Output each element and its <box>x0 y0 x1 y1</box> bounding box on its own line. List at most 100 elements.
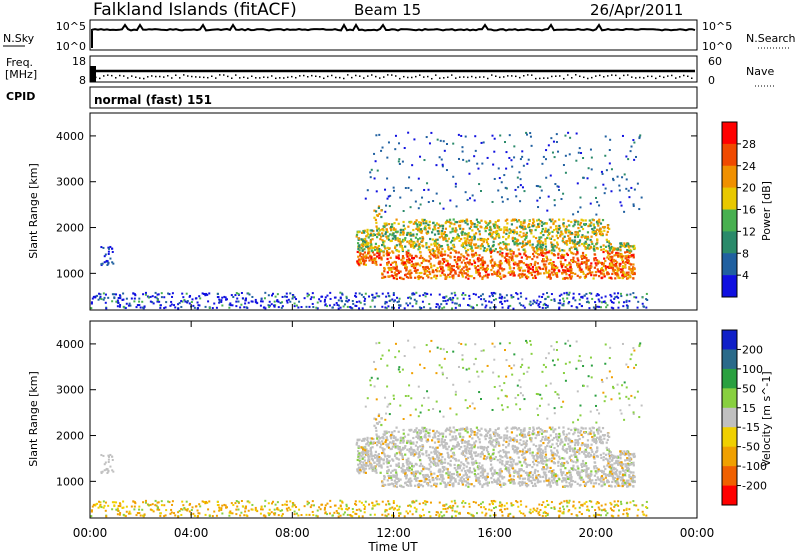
radar-cell <box>505 440 508 443</box>
radar-cell <box>181 292 184 295</box>
nave-point <box>639 76 641 79</box>
radar-cell <box>177 511 180 514</box>
radar-cell <box>632 268 635 271</box>
radar-cell <box>506 229 509 232</box>
radar-cell <box>535 478 538 481</box>
radar-cell <box>533 509 536 512</box>
nave-point <box>679 76 681 78</box>
radar-cell <box>510 223 514 226</box>
radar-cell <box>506 198 509 201</box>
radar-cell <box>448 433 452 436</box>
radar-cell <box>549 434 552 437</box>
radar-cell <box>468 505 471 508</box>
radar-cell <box>386 445 390 448</box>
radar-cell <box>446 262 450 265</box>
radar-cell <box>441 266 444 269</box>
radar-cell <box>357 258 361 261</box>
radar-cell <box>484 306 487 309</box>
radar-cell <box>593 245 596 248</box>
radar-cell <box>359 470 363 473</box>
radar-cell <box>107 250 110 253</box>
radar-cell <box>419 221 423 224</box>
radar-cell <box>628 262 631 265</box>
radar-cell <box>368 259 371 262</box>
radar-cell <box>268 512 271 515</box>
radar-cell <box>492 291 495 294</box>
radar-cell <box>544 242 547 245</box>
radar-cell <box>447 245 450 249</box>
radar-cell <box>489 429 492 432</box>
radar-cell <box>445 510 448 513</box>
radar-cell <box>281 295 284 298</box>
radar-cell <box>244 302 247 305</box>
radar-cell <box>293 296 296 299</box>
radar-cell <box>406 240 409 243</box>
radar-cell <box>624 471 627 474</box>
radar-cell <box>271 502 274 505</box>
radar-cell <box>417 177 420 180</box>
nave-point <box>335 76 337 79</box>
radar-cell <box>436 450 439 453</box>
radar-cell <box>411 513 414 516</box>
radar-cell <box>535 444 538 448</box>
radar-cell <box>241 297 244 300</box>
radar-cell <box>453 259 456 262</box>
radar-cell <box>149 508 152 511</box>
radar-cell <box>557 439 560 442</box>
radar-cell <box>357 255 360 258</box>
radar-cell <box>526 270 530 273</box>
radar-cell <box>439 260 442 263</box>
radar-cell <box>375 260 378 263</box>
radar-cell <box>532 507 535 510</box>
radar-cell <box>358 292 361 295</box>
radar-cell <box>418 250 422 254</box>
radar-cell <box>632 500 635 503</box>
radar-cell <box>351 299 354 302</box>
radar-cell <box>273 300 276 303</box>
radar-cell <box>492 299 495 302</box>
radar-cell <box>584 247 587 251</box>
radar-cell <box>291 294 294 297</box>
radar-cell <box>577 259 580 262</box>
radar-cell <box>507 234 510 237</box>
nave-point <box>543 77 545 79</box>
radar-cell <box>565 240 568 243</box>
radar-cell <box>449 298 452 301</box>
nave-point <box>435 74 437 76</box>
radar-cell <box>370 440 373 443</box>
radar-cell <box>481 303 484 306</box>
radar-cell <box>497 235 501 238</box>
radar-cell <box>484 457 487 461</box>
radar-cell <box>532 455 536 458</box>
radar-cell <box>596 247 599 250</box>
nave-point <box>263 76 265 78</box>
radar-cell <box>245 297 248 300</box>
radar-cell <box>515 195 518 198</box>
radar-cell <box>465 160 468 163</box>
radar-cell <box>500 196 503 199</box>
radar-cell <box>508 264 511 267</box>
radar-cell <box>520 464 523 467</box>
radar-cell <box>512 515 515 518</box>
radar-cell <box>627 481 630 485</box>
radar-cell <box>98 292 101 295</box>
nave-point <box>475 76 477 79</box>
radar-cell <box>385 223 388 226</box>
radar-cell <box>458 447 461 450</box>
radar-cell <box>453 499 456 502</box>
radar-cell <box>459 269 462 272</box>
radar-cell <box>441 262 444 265</box>
radar-cell <box>446 243 449 247</box>
radar-cell <box>579 223 582 226</box>
radar-cell <box>486 156 489 159</box>
radar-cell <box>402 224 405 227</box>
radar-cell <box>585 242 588 245</box>
radar-cell <box>610 168 613 171</box>
radar-cell <box>549 466 552 470</box>
radar-cell <box>483 454 486 458</box>
radar-cell <box>501 295 504 298</box>
radar-cell <box>285 299 288 302</box>
radar-cell <box>414 236 418 239</box>
nave-point <box>115 77 117 79</box>
radar-cell <box>147 504 150 507</box>
